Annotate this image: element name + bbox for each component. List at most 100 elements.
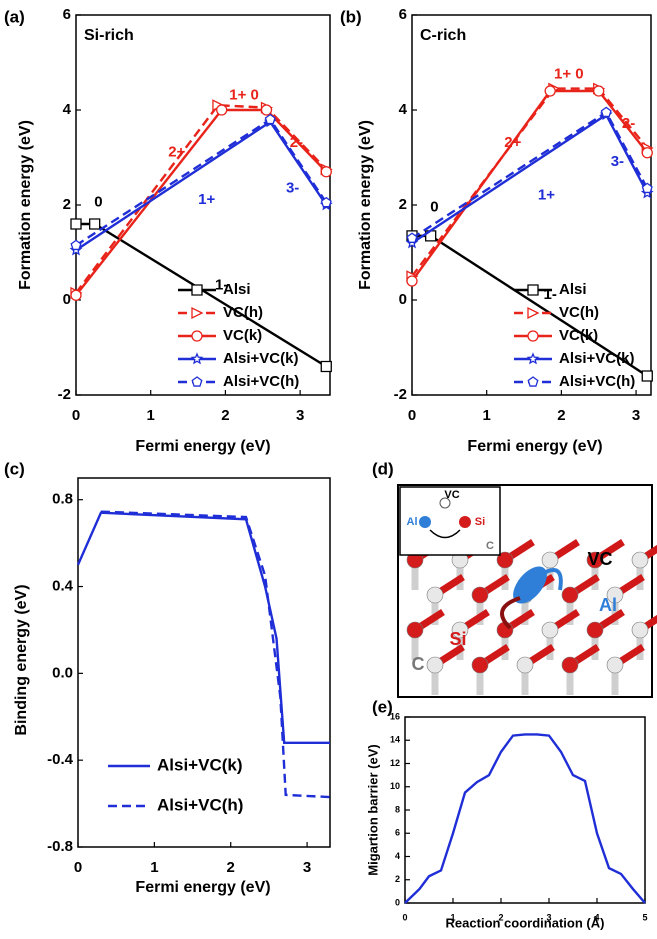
data-marker xyxy=(407,276,417,286)
inset-si xyxy=(459,516,471,528)
y-tick-label: 10 xyxy=(390,781,400,791)
series-line xyxy=(405,734,645,903)
panel-label: (a) xyxy=(4,7,25,26)
y-tick-label: 6 xyxy=(395,828,400,838)
x-tick-label: 1 xyxy=(150,859,158,876)
x-tick-label: 1 xyxy=(483,407,491,424)
y-tick-label: -2 xyxy=(58,386,71,403)
y-tick-label: 0 xyxy=(63,291,71,308)
data-marker xyxy=(217,105,227,115)
x-tick-label: 0 xyxy=(402,912,407,922)
y-tick-label: 4 xyxy=(399,101,408,118)
y-tick-label: 2 xyxy=(395,874,400,884)
legend-label: Alsi xyxy=(559,281,587,298)
y-tick-label: 0 xyxy=(399,291,407,308)
legend-marker xyxy=(528,285,538,295)
atom xyxy=(632,622,648,638)
inset-label: Si xyxy=(475,516,485,528)
data-marker xyxy=(71,219,81,229)
y-tick-label: 6 xyxy=(63,6,71,23)
legend-marker xyxy=(528,354,538,363)
y-axis-title: Formation energy (eV) xyxy=(357,120,374,290)
y-tick-label: 0.4 xyxy=(52,577,74,594)
panel-label: (b) xyxy=(340,7,362,26)
data-marker xyxy=(545,86,555,96)
x-tick-label: 3 xyxy=(303,859,311,876)
data-marker xyxy=(642,371,652,381)
y-tick-label: -0.8 xyxy=(47,838,73,855)
panel-label: (c) xyxy=(4,459,25,478)
x-tick-label: 3 xyxy=(296,407,304,424)
panel-label: (d) xyxy=(372,459,394,478)
legend-marker xyxy=(528,331,538,341)
legend-label: VC(k) xyxy=(223,327,262,344)
series-line xyxy=(78,513,330,743)
legend-marker xyxy=(192,354,202,363)
atom xyxy=(587,622,603,638)
y-tick-label: 14 xyxy=(390,735,400,745)
legend-marker xyxy=(192,377,202,386)
y-tick-label: 2 xyxy=(399,196,407,213)
atom xyxy=(632,552,648,568)
structure-label: C xyxy=(412,654,425,674)
legend-label: Alsi+VC(h) xyxy=(559,373,635,390)
inset-al xyxy=(419,516,431,528)
annotation: 2- xyxy=(290,134,303,151)
x-tick-label: 2 xyxy=(557,407,565,424)
y-tick-label: 0.8 xyxy=(52,491,73,508)
legend-marker xyxy=(192,331,202,341)
inset-label: C xyxy=(486,540,494,552)
atom xyxy=(407,622,423,638)
y-tick-label: 6 xyxy=(399,6,407,23)
annotation: 1+ xyxy=(538,186,555,203)
inset-label: VC xyxy=(444,489,459,501)
panel-label: (e) xyxy=(372,697,393,716)
legend-label: Alsi+VC(h) xyxy=(157,795,243,814)
atom xyxy=(562,657,578,673)
structure-label: Al xyxy=(599,595,617,615)
y-axis-title: Binding energy (eV) xyxy=(13,584,30,735)
x-axis-title: Fermi energy (eV) xyxy=(135,438,270,455)
y-tick-label: 0.0 xyxy=(52,664,73,681)
data-marker xyxy=(71,240,81,249)
x-tick-label: 2 xyxy=(227,859,235,876)
y-tick-label: 2 xyxy=(63,196,71,213)
annotation: 0 xyxy=(430,198,438,215)
annotation: 3- xyxy=(286,179,299,196)
y-tick-label: 4 xyxy=(395,851,400,861)
inset-label: Al xyxy=(407,516,418,528)
figure: VCAlSiCVCAlSiC 0123-20246Fermi energy (e… xyxy=(0,0,657,934)
annotation: 2- xyxy=(622,115,635,132)
legend-marker xyxy=(192,308,202,318)
data-marker xyxy=(601,107,611,116)
annotation: 1+ 0 xyxy=(554,65,584,82)
plot-frame xyxy=(78,478,330,847)
y-tick-label: 12 xyxy=(390,758,400,768)
x-axis-title: Fermi energy (eV) xyxy=(135,879,270,896)
data-marker xyxy=(594,86,604,96)
data-marker xyxy=(71,290,81,300)
legend-label: Alsi+VC(k) xyxy=(157,755,243,774)
legend-label: Alsi+VC(k) xyxy=(223,350,298,367)
x-tick-label: 5 xyxy=(642,912,647,922)
structure-label: Si xyxy=(449,629,466,649)
atom xyxy=(562,587,578,603)
annotation: 1+ xyxy=(198,191,215,208)
atom xyxy=(472,587,488,603)
x-tick-label: 0 xyxy=(72,407,80,424)
y-tick-label: -2 xyxy=(394,386,407,403)
legend-label: Alsi+VC(h) xyxy=(223,373,299,390)
annotation: 0 xyxy=(94,194,102,211)
series-line xyxy=(101,512,330,797)
data-marker xyxy=(642,148,652,158)
legend-label: VC(h) xyxy=(559,304,599,321)
y-tick-label: 8 xyxy=(395,804,400,814)
atom xyxy=(427,587,443,603)
legend-label: Alsi+VC(k) xyxy=(559,350,634,367)
data-marker xyxy=(90,219,100,229)
legend-marker xyxy=(192,285,202,295)
y-tick-label: -0.4 xyxy=(47,751,74,768)
structure-label: VC xyxy=(587,549,612,569)
data-marker xyxy=(321,362,331,372)
atom xyxy=(542,622,558,638)
